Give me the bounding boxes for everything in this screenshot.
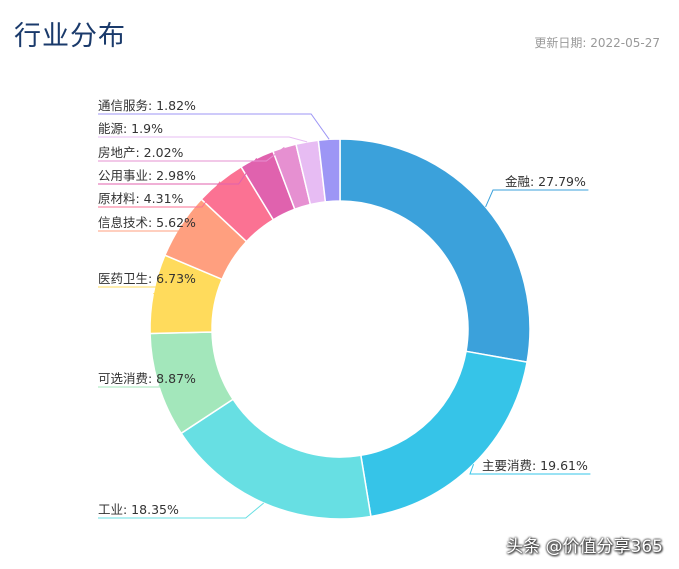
donut-slices bbox=[149, 138, 531, 520]
donut-slice-10[interactable] bbox=[317, 138, 341, 203]
leader-line-1 bbox=[469, 463, 591, 475]
leader-line-6 bbox=[98, 181, 221, 208]
slice-label-10: 通信服务: 1.82% bbox=[98, 98, 196, 113]
slice-labels: 金融: 27.79% 主要消费: 19.61% 工业: 18.35% 可选消费: 8.… bbox=[98, 98, 588, 517]
leader-line-0 bbox=[485, 189, 589, 208]
slice-label-6: 原材料: 4.31% bbox=[98, 191, 184, 206]
leader-line-9 bbox=[98, 136, 308, 143]
leader-line-8 bbox=[98, 146, 285, 162]
slice-label-9: 能源: 1.9% bbox=[98, 121, 163, 136]
slice-label-7: 公用事业: 2.98% bbox=[98, 168, 196, 183]
leader-line-2 bbox=[98, 502, 265, 519]
leader-line-7 bbox=[98, 157, 258, 185]
leader-line-3 bbox=[98, 385, 206, 388]
slice-label-2: 工业: 18.35% bbox=[98, 502, 179, 517]
slice-label-4: 医药卫生: 6.73% bbox=[98, 271, 196, 286]
update-date-value: 2022-05-27 bbox=[590, 36, 660, 50]
page-title: 行业分布 bbox=[14, 21, 126, 52]
leader-line-10 bbox=[98, 113, 330, 140]
slice-label-1: 主要消费: 19.61% bbox=[482, 458, 588, 473]
watermark: 头条 @价值分享365 bbox=[506, 537, 663, 557]
slice-label-5: 信息技术: 5.62% bbox=[98, 215, 196, 230]
leader-line-5 bbox=[98, 225, 206, 232]
update-date: 更新日期: 2022-05-27 bbox=[534, 34, 660, 51]
leader-line-4 bbox=[98, 286, 206, 295]
donut-slice-1[interactable] bbox=[359, 350, 528, 518]
slice-label-3: 可选消费: 8.87% bbox=[98, 371, 196, 386]
slice-label-0: 金融: 27.79% bbox=[505, 174, 586, 189]
donut-slice-2[interactable] bbox=[180, 398, 372, 520]
update-date-label: 更新日期: bbox=[534, 36, 587, 50]
label-leader-lines bbox=[98, 113, 591, 519]
donut-slice-0[interactable] bbox=[339, 138, 531, 364]
slice-label-8: 房地产: 2.02% bbox=[98, 145, 184, 160]
